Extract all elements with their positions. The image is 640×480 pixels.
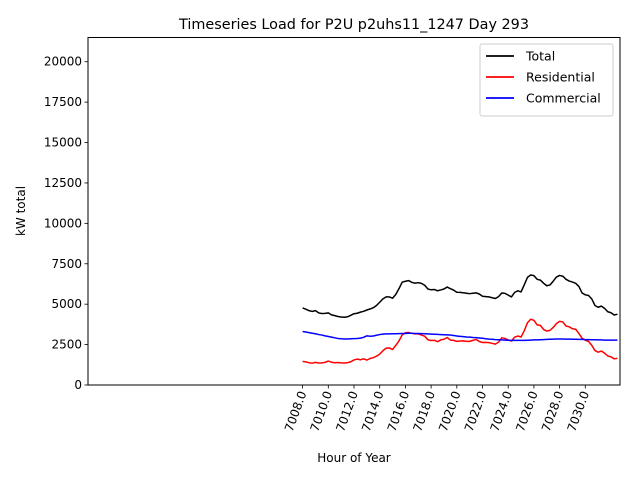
y-axis: 0 2500 5000 7500 10000 12500 15000 17500 20000 bbox=[44, 55, 88, 392]
series-line-residential bbox=[302, 318, 618, 364]
series-line-commercial bbox=[302, 330, 618, 342]
legend-label-commercial: Commercial bbox=[526, 91, 601, 106]
y-tick-label: 7500 bbox=[51, 257, 82, 271]
y-tick-label: 2500 bbox=[51, 338, 82, 352]
y-tick-label: 5000 bbox=[51, 297, 82, 311]
legend-label-total: Total bbox=[525, 49, 555, 64]
series-line-total bbox=[302, 274, 618, 319]
legend: Total Residential Commercial bbox=[479, 43, 614, 117]
y-tick-label: 12500 bbox=[44, 176, 82, 190]
y-tick-label: 10000 bbox=[44, 216, 82, 230]
y-tick-label: 17500 bbox=[44, 95, 82, 109]
legend-label-residential: Residential bbox=[526, 70, 595, 85]
y-tick-label: 0 bbox=[74, 378, 82, 392]
series-layer bbox=[302, 274, 618, 364]
y-axis-label: kW total bbox=[14, 186, 28, 236]
x-axis-label: Hour of Year bbox=[317, 451, 391, 465]
chart-title: Timeseries Load for P2U p2uhs11_1247 Day… bbox=[178, 17, 529, 33]
y-tick-label: 20000 bbox=[44, 55, 82, 69]
y-tick-label: 15000 bbox=[44, 136, 82, 150]
